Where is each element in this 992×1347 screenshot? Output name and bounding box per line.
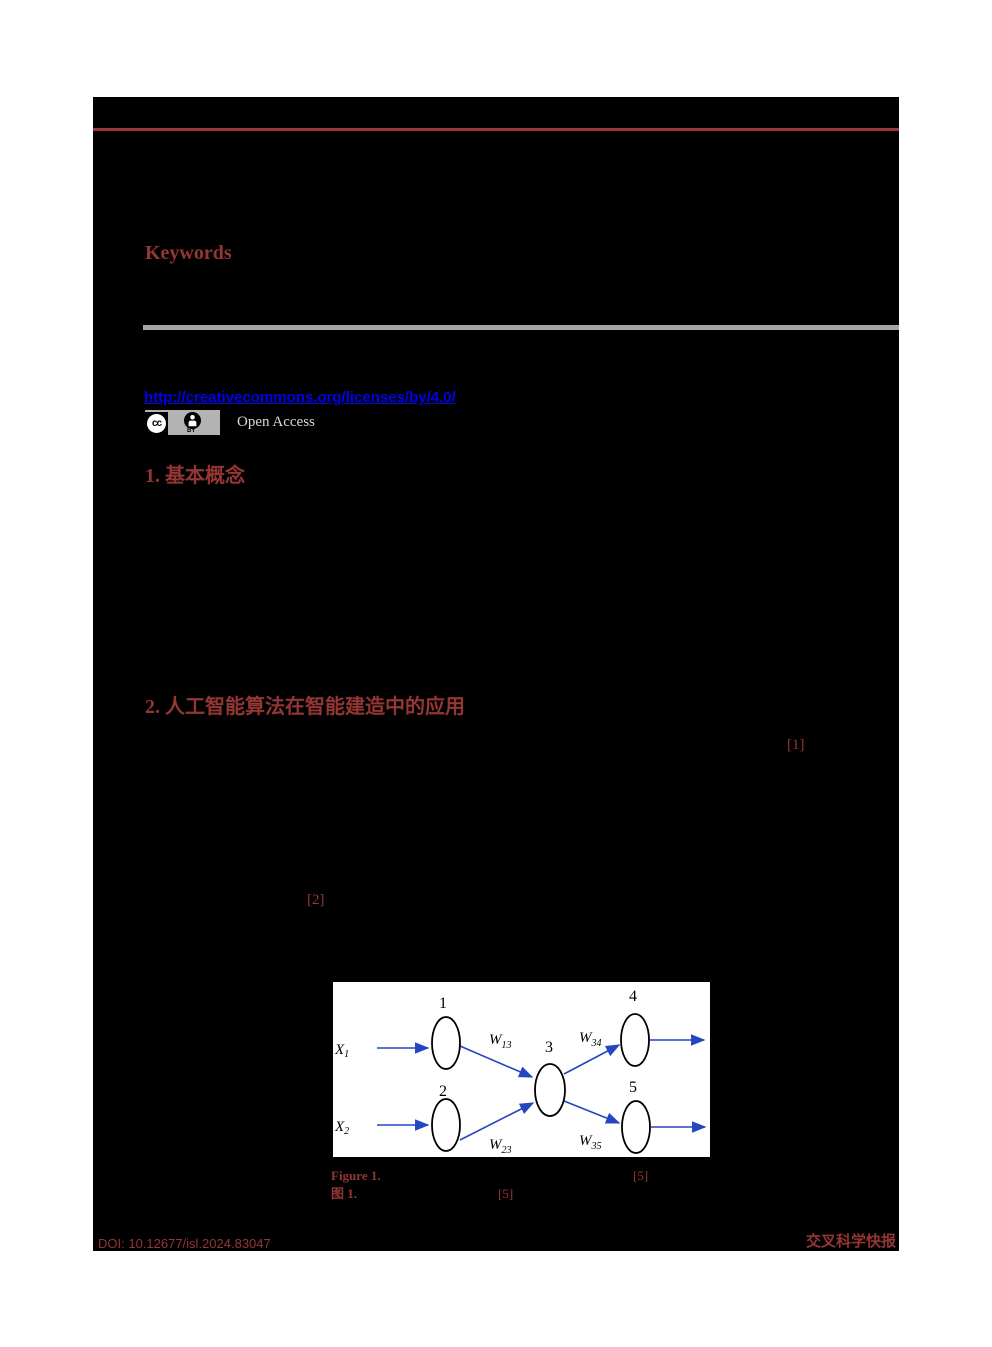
node-label-2: 2 [439,1083,447,1100]
node-label-4: 4 [629,988,637,1005]
footer-journal-name: 交叉科学快报 [805,1234,896,1250]
by-person-icon [184,412,201,429]
open-access-label: Open Access [237,414,315,430]
input-label-x2: X2 [334,1119,349,1137]
neuron-node-2 [431,1098,461,1152]
cc-logo-icon: cc [147,414,166,433]
edge-3-4 [563,1044,621,1075]
footer-doi: DOI: 10.12677/isl.2024.83047 [98,1236,271,1251]
neuron-node-3 [534,1063,566,1117]
by-label: BY [187,428,196,434]
edge-3-5 [563,1100,621,1124]
weight-label-w23: W23 [489,1137,512,1156]
weight-label-w34: W34 [579,1030,602,1049]
figure-caption-zh-ref: [5] [498,1186,514,1201]
figure-caption-zh: 图 1. [331,1186,358,1201]
input-label-x1: X1 [334,1042,349,1060]
citation-ref-2: [2] [307,892,325,908]
neural-network-diagram: 1 2 3 4 5 X1 X2 W13 W23 W34 W35 [334,988,707,1156]
section-heading-1: 1. 基本概念 [145,465,245,487]
citation-ref-1: [1] [787,737,805,753]
cc-logo-background: cc [145,412,168,435]
header-rule [93,128,899,131]
section-heading-2: 2. 人工智能算法在智能建造中的应用 [145,696,465,718]
node-label-1: 1 [439,995,447,1012]
figure-1-panel: 1 2 3 4 5 X1 X2 W13 W23 W34 W35 [333,982,710,1157]
neuron-node-1 [431,1016,461,1070]
node-label-5: 5 [629,1079,637,1096]
figure-caption-en-ref: [5] [633,1168,649,1183]
keywords-heading: Keywords [145,242,232,264]
edge-2-3 [459,1102,535,1141]
neuron-node-4 [620,1013,650,1067]
edge-1-3 [459,1045,534,1078]
section-divider-rule [143,325,899,330]
weight-label-w13: W13 [489,1032,512,1051]
neuron-node-5 [621,1100,651,1154]
figure-caption-en: Figure 1. [331,1168,381,1183]
cc-by-badge: cc BY [145,410,220,435]
node-label-3: 3 [545,1039,553,1056]
license-link[interactable]: http://creativecommons.org/licenses/by/4… [144,389,456,406]
weight-label-w35: W35 [579,1133,602,1152]
